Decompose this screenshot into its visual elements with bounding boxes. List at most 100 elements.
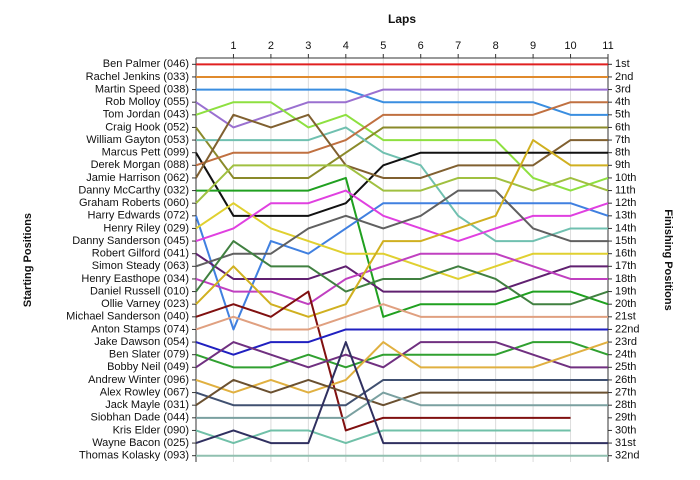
series-line — [196, 88, 608, 116]
y-tick-label: Rachel Jenkins (033) — [86, 71, 189, 83]
x-tick-label: 7 — [455, 40, 461, 52]
series-line — [195, 240, 609, 306]
y-axis-title: Starting Positions — [22, 213, 34, 307]
series-line — [195, 303, 608, 331]
y2-tick-label: 24th — [615, 349, 636, 361]
y2-tick-label: 20th — [615, 298, 636, 310]
y2-tick-label: 13th — [615, 210, 636, 222]
y2-tick-label: 1st — [615, 58, 630, 70]
y2-tick-label: 17th — [615, 260, 636, 272]
y2-tick-label: 12th — [615, 197, 636, 209]
y2-tick-label: 25th — [615, 361, 636, 373]
y2-tick-label: 18th — [615, 273, 636, 285]
y-tick-label: Graham Roberts (060) — [79, 197, 189, 209]
y-tick-label: Andrew Winter (096) — [88, 374, 189, 386]
chart-title: Laps — [388, 12, 416, 26]
y2-axis-title: Finishing Positions — [662, 209, 674, 310]
y-tick-label: Jamie Harrison (062) — [86, 172, 189, 184]
series-line — [195, 378, 608, 407]
series-line — [195, 113, 608, 179]
series-line — [195, 328, 608, 356]
series-line — [195, 341, 608, 445]
series-line — [195, 88, 608, 129]
y-tick-label: Simon Steady (063) — [92, 260, 189, 272]
series-line — [195, 252, 608, 293]
y-tick-label: Henry Easthope (034) — [81, 273, 189, 285]
y2-tick-label: 32nd — [615, 450, 639, 462]
y-tick-label: Ben Palmer (046) — [103, 58, 189, 70]
x-tick-label: 11 — [602, 40, 613, 52]
y2-tick-label: 30th — [615, 424, 636, 436]
y2-tick-label: 26th — [615, 374, 636, 386]
y2-tick-label: 3rd — [615, 83, 631, 95]
y-tick-label: Craig Hook (052) — [105, 121, 189, 133]
y-tick-label: Henry Riley (029) — [103, 222, 189, 234]
y2-tick-label: 10th — [615, 172, 636, 184]
y-tick-label: Tom Jordan (043) — [103, 109, 189, 121]
y-tick-label: Marcus Pett (099) — [102, 147, 189, 159]
series-line — [195, 101, 608, 167]
y-tick-label: Robert Gilford (041) — [92, 248, 189, 260]
y2-tick-label: 9th — [615, 159, 630, 171]
y-tick-label: Bobby Neil (049) — [107, 361, 189, 373]
x-tick-label: 3 — [305, 40, 311, 52]
y2-tick-label: 4th — [615, 96, 630, 108]
x-tick-label: 6 — [418, 40, 424, 52]
y-tick-label: Danny McCarthy (032) — [78, 184, 189, 196]
y2-tick-label: 8th — [615, 147, 630, 159]
series-line — [195, 139, 608, 318]
y-tick-label: William Gayton (053) — [86, 134, 189, 146]
y-tick-label: Derek Morgan (088) — [91, 159, 189, 171]
y-tick-label: Martin Speed (038) — [95, 83, 189, 95]
series-line — [195, 126, 608, 179]
y2-tick-label: 7th — [615, 134, 630, 146]
x-tick-label: 4 — [343, 40, 349, 52]
y2-tick-label: 6th — [615, 121, 630, 133]
y2-tick-label: 28th — [615, 399, 636, 411]
y2-tick-label: 14th — [615, 222, 636, 234]
series-line — [195, 164, 609, 204]
y2-tick-label: 21st — [615, 311, 636, 323]
x-tick-label: 2 — [268, 40, 274, 52]
y2-tick-label: 5th — [615, 109, 630, 121]
series-line — [195, 202, 609, 331]
x-tick-label: 9 — [530, 40, 536, 52]
x-tick-label: 5 — [380, 40, 386, 52]
y2-tick-label: 29th — [615, 412, 636, 424]
y2-tick-label: 23rd — [615, 336, 637, 348]
series-line — [195, 429, 571, 445]
y2-tick-label: 19th — [615, 285, 636, 297]
y2-tick-label: 22nd — [615, 323, 639, 335]
y-tick-label: Jake Dawson (054) — [94, 336, 189, 348]
series-line — [195, 101, 609, 192]
y-tick-label: Danny Sanderson (045) — [72, 235, 189, 247]
x-tick-label: 10 — [564, 40, 576, 52]
series-line — [196, 391, 608, 419]
y-tick-label: Michael Sanderson (040) — [66, 311, 189, 323]
y-tick-label: Kris Elder (090) — [113, 424, 189, 436]
series-line — [195, 290, 571, 432]
y-tick-label: Ben Slater (079) — [109, 349, 189, 361]
series-line — [195, 341, 609, 394]
series-line — [195, 189, 608, 268]
y2-tick-label: 16th — [615, 248, 636, 260]
series-line — [195, 252, 608, 306]
y2-tick-label: 27th — [615, 386, 636, 398]
y-tick-label: Daniel Russell (010) — [90, 285, 189, 297]
x-tick-label: 1 — [230, 40, 236, 52]
y-tick-label: Siobhan Dade (044) — [91, 412, 189, 424]
y2-tick-label: 15th — [615, 235, 636, 247]
x-tick-label: 8 — [493, 40, 499, 52]
y-tick-label: Rob Molloy (055) — [105, 96, 189, 108]
y-tick-label: Harry Edwards (072) — [88, 210, 189, 222]
y2-tick-label: 2nd — [615, 71, 633, 83]
y-tick-label: Alex Rowley (067) — [100, 386, 189, 398]
y-tick-label: Thomas Kolasky (093) — [79, 450, 189, 462]
y2-tick-label: 11th — [615, 184, 636, 196]
y-tick-label: Ollie Varney (023) — [101, 298, 189, 310]
y2-tick-label: 31st — [615, 437, 636, 449]
y-tick-label: Wayne Bacon (025) — [92, 437, 189, 449]
series-line — [195, 151, 608, 217]
y-tick-label: Jack Mayle (031) — [105, 399, 189, 411]
